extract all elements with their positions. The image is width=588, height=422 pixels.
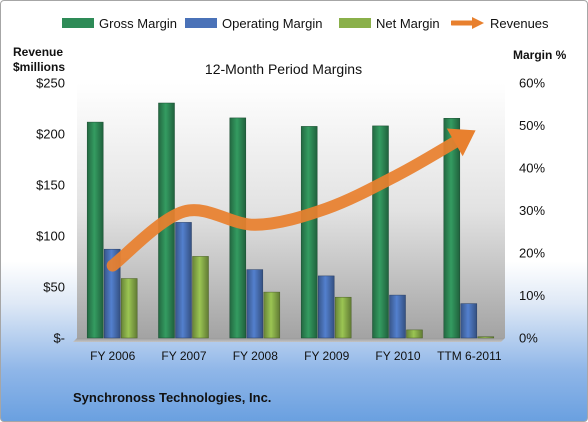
left-tick-label-3: $150 xyxy=(36,178,65,193)
right-tick-label-2: 20% xyxy=(519,246,545,261)
bar-net-margin-1 xyxy=(192,256,209,339)
legend-swatch-net-margin xyxy=(339,18,371,28)
legend-label-net-margin: Net Margin xyxy=(376,15,440,31)
legend-item-net-margin: Net Margin xyxy=(339,13,440,33)
left-tick-label-5: $250 xyxy=(36,76,65,91)
bar-operating-margin-5 xyxy=(460,303,478,339)
legend-item-revenues: Revenues xyxy=(451,13,549,33)
bar-gross-margin-0 xyxy=(86,121,104,339)
legend: Gross Margin Operating Margin Net Margin… xyxy=(1,13,587,33)
right-tick-label-5: 50% xyxy=(519,118,545,133)
left-axis-title-line1: Revenue xyxy=(13,45,64,59)
x-tick-label-5: TTM 6-2011 xyxy=(437,349,502,363)
bar-gross-margin-4 xyxy=(372,125,389,339)
legend-label-operating-margin: Operating Margin xyxy=(222,15,323,31)
right-tick-label-0: 0% xyxy=(519,331,538,346)
revenue-arrowhead xyxy=(446,128,476,157)
revenue-line xyxy=(106,136,461,272)
plot-background xyxy=(77,83,505,338)
x-tick-label-3: FY 2009 xyxy=(304,349,349,363)
right-tick-label-3: 30% xyxy=(519,203,545,218)
right-tick-label-4: 40% xyxy=(519,161,545,176)
right-tick-label-1: 10% xyxy=(519,288,545,303)
x-tick-label-2: FY 2008 xyxy=(233,349,278,363)
plot-svg: $- $50 $100 $150 $200 $250 0% 10% 20% 30% 40% 50% 6… xyxy=(36,76,545,364)
legend-item-gross-margin: Gross Margin xyxy=(62,13,177,33)
legend-label-revenues: Revenues xyxy=(490,15,549,31)
right-tick-label-6: 60% xyxy=(519,76,545,91)
right-axis-title: Margin % xyxy=(513,48,567,62)
bar-operating-margin-4 xyxy=(389,294,406,339)
left-axis-title: Revenue $millions xyxy=(13,45,65,75)
bar-operating-margin-2 xyxy=(246,269,264,339)
x-tick-label-1: FY 2007 xyxy=(161,349,206,363)
legend-swatch-gross-margin xyxy=(62,18,94,28)
left-axis-title-line2: $millions xyxy=(13,60,66,74)
legend-arrow-icon xyxy=(451,17,484,29)
x-tick-label-0: FY 2006 xyxy=(90,349,135,363)
bar-operating-margin-1 xyxy=(175,222,192,339)
legend-item-operating-margin: Operating Margin xyxy=(185,13,322,33)
chart-title: 12-Month Period Margins xyxy=(204,61,363,77)
bar-operating-margin-0 xyxy=(103,248,121,339)
left-tick-label-4: $200 xyxy=(36,127,65,142)
left-tick-label-0: $- xyxy=(53,331,65,346)
company-name: Synchronoss Technologies, Inc. xyxy=(73,390,272,405)
bar-net-margin-0 xyxy=(120,278,138,339)
legend-label-gross-margin: Gross Margin xyxy=(99,15,178,31)
plot-floor xyxy=(73,338,505,342)
bar-gross-margin-5 xyxy=(443,118,461,339)
left-tick-label-2: $100 xyxy=(36,229,65,244)
legend-swatch-operating-margin xyxy=(185,18,217,28)
left-tick-label-1: $50 xyxy=(43,280,65,295)
bar-gross-margin-3 xyxy=(300,126,318,339)
bar-net-margin-2 xyxy=(263,291,281,339)
bar-operating-margin-3 xyxy=(317,275,335,339)
x-tick-label-4: FY 2010 xyxy=(375,349,420,363)
bar-net-margin-4 xyxy=(406,329,423,339)
bar-net-margin-3 xyxy=(334,296,352,339)
bar-net-margin-5 xyxy=(477,336,495,339)
